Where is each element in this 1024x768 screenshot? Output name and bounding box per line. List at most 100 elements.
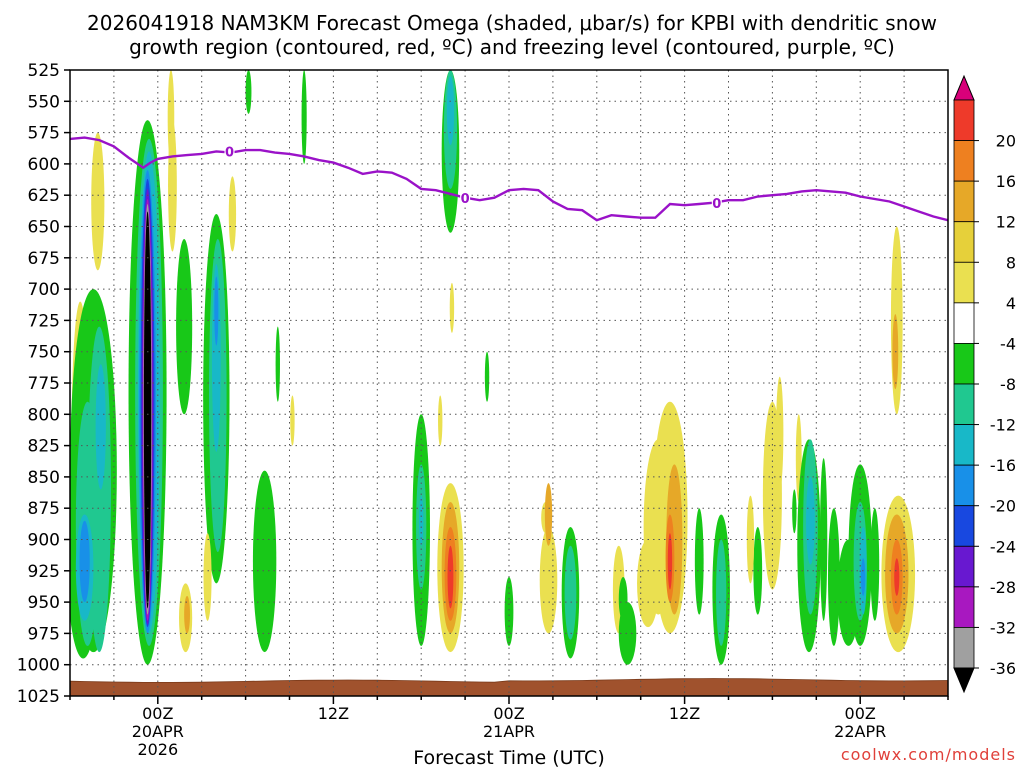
- colorbar-label: -24: [990, 537, 1016, 556]
- omega-shade-region: [564, 545, 577, 640]
- y-tick-label: 625: [28, 186, 60, 206]
- omega-shade-region: [504, 577, 514, 646]
- colorbar-swatch: [953, 586, 975, 628]
- freezing-level-label: 0: [712, 197, 721, 212]
- y-tick-label: 725: [28, 311, 60, 331]
- colorbar-swatch: [953, 424, 975, 466]
- omega-shade-region: [694, 508, 704, 615]
- grid-lines: [70, 70, 948, 696]
- y-tick-label: 600: [28, 155, 60, 175]
- omega-shade-region: [79, 520, 90, 603]
- omega-shade-region: [143, 211, 152, 609]
- y-tick-label: 1025: [17, 687, 60, 707]
- freezing-label-bg: [460, 190, 471, 205]
- y-tick-label: 550: [28, 92, 60, 112]
- y-tick-label: 575: [28, 124, 60, 144]
- omega-shading: [70, 70, 916, 665]
- y-tick-label: 1000: [17, 656, 60, 676]
- x-tick-label: 22APR: [834, 722, 886, 741]
- colorbar-label: -36: [990, 659, 1016, 678]
- omega-shade-region: [438, 395, 443, 446]
- colorbar-swatch: [953, 343, 975, 385]
- omega-shade-region: [806, 476, 815, 565]
- y-tick-label: 675: [28, 249, 60, 269]
- omega-shade-region: [301, 70, 307, 164]
- y-tick-label: 700: [28, 280, 60, 300]
- freezing-label-bg: [224, 144, 235, 159]
- omega-shade-region: [776, 376, 784, 490]
- x-tick-label: 20APR: [132, 722, 184, 741]
- omega-shade-region: [447, 545, 454, 609]
- colorbar: 20 16 12 8 4 -4 -8 -12 -16 -20 -24 -28 -32 -36: [953, 74, 1016, 694]
- omega-shade-region: [484, 351, 490, 402]
- y-axis: 525 550 575 600 625 650 675 700 725 750 775 800 825 8…: [17, 61, 70, 707]
- omega-shade-region: [290, 395, 295, 446]
- colorbar-top-arrow: [953, 74, 975, 101]
- x-axis-label: Forecast Time (UTC): [413, 747, 604, 768]
- chart-title-line2: growth region (contoured, red, ºC) and f…: [129, 35, 895, 59]
- freezing-label-bg: [711, 195, 722, 210]
- colorbar-label: -8: [1000, 375, 1016, 394]
- omega-shade-region: [91, 132, 105, 271]
- y-tick-label: 775: [28, 374, 60, 394]
- omega-shade-region: [539, 526, 558, 634]
- x-tick-label: 2026: [137, 740, 178, 759]
- omega-shade-region: [828, 508, 840, 646]
- omega-shade-region: [746, 495, 755, 584]
- omega-shade-region: [792, 489, 797, 534]
- omega-shade-region: [544, 483, 553, 546]
- freezing-level-contour: 0 0 0: [70, 136, 948, 222]
- colorbar-swatch: [953, 545, 975, 588]
- omega-shade-region: [211, 264, 221, 452]
- colorbar-swatch: [953, 505, 975, 547]
- watermark: coolwx.com/models: [840, 745, 1016, 764]
- omega-shade-region: [254, 539, 267, 634]
- y-tick-label: 925: [28, 562, 60, 582]
- colorbar-label: -12: [990, 416, 1016, 435]
- omega-shade-region: [446, 76, 455, 146]
- x-tick-label: 00Z: [493, 704, 524, 723]
- freezing-level-line: [70, 136, 948, 222]
- colorbar-label: -32: [990, 618, 1016, 637]
- omega-shade-region: [618, 577, 628, 621]
- colorbar-swatch: [953, 627, 975, 669]
- y-tick-label: 900: [28, 531, 60, 551]
- colorbar-label: -16: [990, 456, 1016, 475]
- colorbar-label: -28: [990, 578, 1016, 597]
- x-tick-label: 21APR: [483, 722, 535, 741]
- colorbar-label: 20: [996, 132, 1016, 151]
- colorbar-label: -20: [990, 497, 1016, 516]
- omega-shade-region: [894, 558, 900, 596]
- omega-shade-region: [275, 326, 280, 402]
- colorbar-label: 16: [996, 172, 1016, 191]
- colorbar-bottom-arrow: [953, 667, 975, 694]
- y-tick-label: 875: [28, 499, 60, 519]
- y-tick-label: 800: [28, 405, 60, 425]
- y-tick-label: 650: [28, 218, 60, 238]
- omega-shade-region: [860, 558, 866, 596]
- freezing-level-label: 0: [461, 192, 470, 207]
- colorbar-swatch: [953, 383, 975, 425]
- colorbar-swatch: [953, 261, 975, 304]
- colorbar-swatch: [953, 180, 975, 223]
- colorbar-label: 12: [996, 213, 1016, 232]
- omega-shade-region: [449, 282, 455, 333]
- omega-shade-region: [214, 276, 219, 346]
- colorbar-swatch: [953, 464, 975, 507]
- y-tick-label: 525: [28, 61, 60, 81]
- omega-shade-region: [184, 595, 190, 634]
- chart-title-line1: 2026041918 NAM3KM Forecast Omega (shaded…: [87, 11, 937, 35]
- colorbar-label: -4: [1000, 334, 1016, 353]
- x-tick-label: 00Z: [845, 704, 876, 723]
- colorbar-swatch: [953, 99, 975, 141]
- colorbar-swatch: [953, 140, 975, 182]
- omega-shade-region: [228, 176, 237, 252]
- colorbar-swatch: [953, 221, 975, 263]
- y-tick-label: 750: [28, 343, 60, 363]
- x-tick-label: 12Z: [318, 704, 349, 723]
- omega-shade-region: [167, 70, 175, 164]
- omega-shade-region: [870, 508, 880, 621]
- y-tick-label: 975: [28, 624, 60, 644]
- y-tick-label: 850: [28, 468, 60, 488]
